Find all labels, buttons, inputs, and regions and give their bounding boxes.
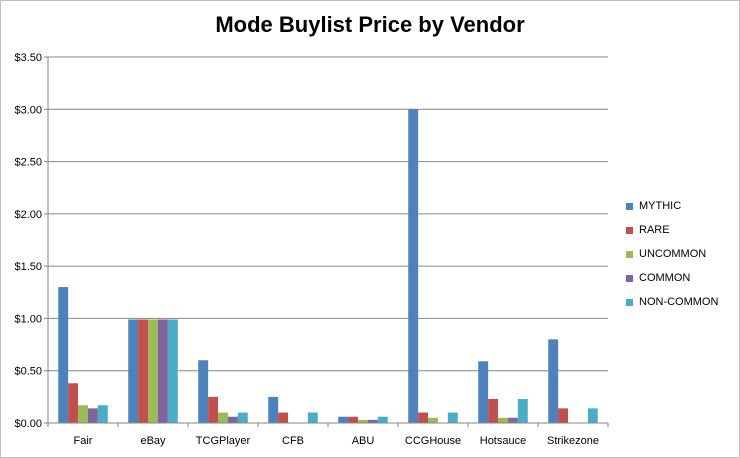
bar-non-common-fair [97, 405, 108, 423]
bar-non-common-strikezone [587, 408, 598, 423]
legend-item: RARE [626, 218, 718, 242]
bar-common-tcgplayer [227, 416, 238, 423]
legend-swatch [626, 298, 633, 306]
legend-label: RARE [639, 224, 670, 236]
bar-uncommon-ebay [148, 319, 158, 423]
y-tick-label: $3.00 [14, 104, 42, 116]
bar-non-common-abu [377, 416, 388, 423]
bar-rare-strikezone [558, 408, 569, 423]
bar-non-common-cfb [307, 412, 318, 423]
legend-swatch [626, 274, 633, 282]
bar-uncommon-fair [78, 405, 88, 423]
x-tick-label: TCGPlayer [196, 435, 251, 447]
x-tick-label: Strikezone [547, 435, 599, 447]
bar-mythic-abu [338, 416, 349, 423]
bar-mythic-cfb [268, 396, 279, 423]
bar-rare-ebay [138, 319, 149, 423]
x-tick-label: CCGHouse [405, 435, 461, 447]
legend-item: UNCOMMON [626, 242, 718, 266]
bar-non-common-hotsauce [517, 398, 528, 423]
legend-item: MYTHIC [626, 194, 718, 218]
bar-rare-hotsauce [488, 398, 499, 423]
legend-swatch [626, 250, 633, 258]
bar-mythic-fair [58, 287, 69, 423]
y-tick-label: $3.50 [14, 52, 42, 64]
bar-non-common-tcgplayer [237, 412, 248, 423]
bar-mythic-ccghouse [408, 109, 419, 424]
legend-label: NON-COMMON [639, 296, 719, 308]
legend-label: UNCOMMON [639, 248, 707, 260]
x-tick-label: Fair [74, 435, 93, 447]
x-tick-label: CFB [282, 435, 304, 447]
chart-title: Mode Buylist Price by Vendor [215, 12, 525, 37]
x-tick-label: eBay [140, 435, 166, 447]
y-tick-label: $2.00 [14, 209, 42, 221]
bars [58, 109, 598, 424]
legend: MYTHIC RARE UNCOMMON COMMON NON-COMMON [626, 194, 718, 314]
bar-mythic-strikezone [548, 339, 559, 423]
bar-rare-tcgplayer [208, 396, 219, 423]
bar-common-abu [367, 419, 378, 423]
bar-mythic-ebay [128, 319, 139, 423]
bar-uncommon-ccghouse [428, 417, 438, 423]
x-tick-label: ABU [352, 435, 375, 447]
bar-common-ebay [157, 319, 168, 423]
y-tick-label: $1.50 [14, 261, 42, 273]
legend-item: COMMON [626, 266, 718, 290]
bar-rare-ccghouse [418, 412, 429, 423]
bar-rare-abu [348, 416, 359, 423]
gridlines [48, 56, 608, 372]
bar-mythic-tcgplayer [198, 360, 209, 423]
axes [44, 56, 609, 427]
bar-uncommon-tcgplayer [218, 412, 228, 423]
y-tick-label: $0.50 [14, 366, 42, 378]
legend-label: COMMON [639, 272, 691, 284]
legend-swatch [626, 202, 633, 210]
bar-rare-fair [68, 383, 79, 423]
bar-non-common-ebay [167, 319, 178, 423]
bar-common-fair [87, 408, 98, 423]
x-tick-label: Hotsauce [480, 435, 526, 447]
bar-rare-cfb [278, 412, 289, 423]
y-tick-labels: $0.00 $0.50 $1.00 $1.50 $2.00 $2.50 $3.00 $3.50 [14, 52, 42, 430]
x-tick-labels: Fair eBay TCGPlayer CFB ABU CCGHouse Hotsauce S… [74, 435, 599, 447]
legend-item: NON-COMMON [626, 290, 718, 314]
bar-non-common-ccghouse [447, 412, 458, 423]
y-tick-label: $0.00 [14, 418, 42, 430]
legend-swatch [626, 226, 633, 234]
legend-label: MYTHIC [639, 200, 682, 212]
y-tick-label: $1.00 [14, 313, 42, 325]
y-tick-label: $2.50 [14, 157, 42, 169]
bar-mythic-hotsauce [478, 361, 489, 423]
bar-uncommon-hotsauce [498, 417, 508, 423]
bar-common-hotsauce [507, 417, 518, 423]
bar-uncommon-abu [358, 419, 368, 423]
